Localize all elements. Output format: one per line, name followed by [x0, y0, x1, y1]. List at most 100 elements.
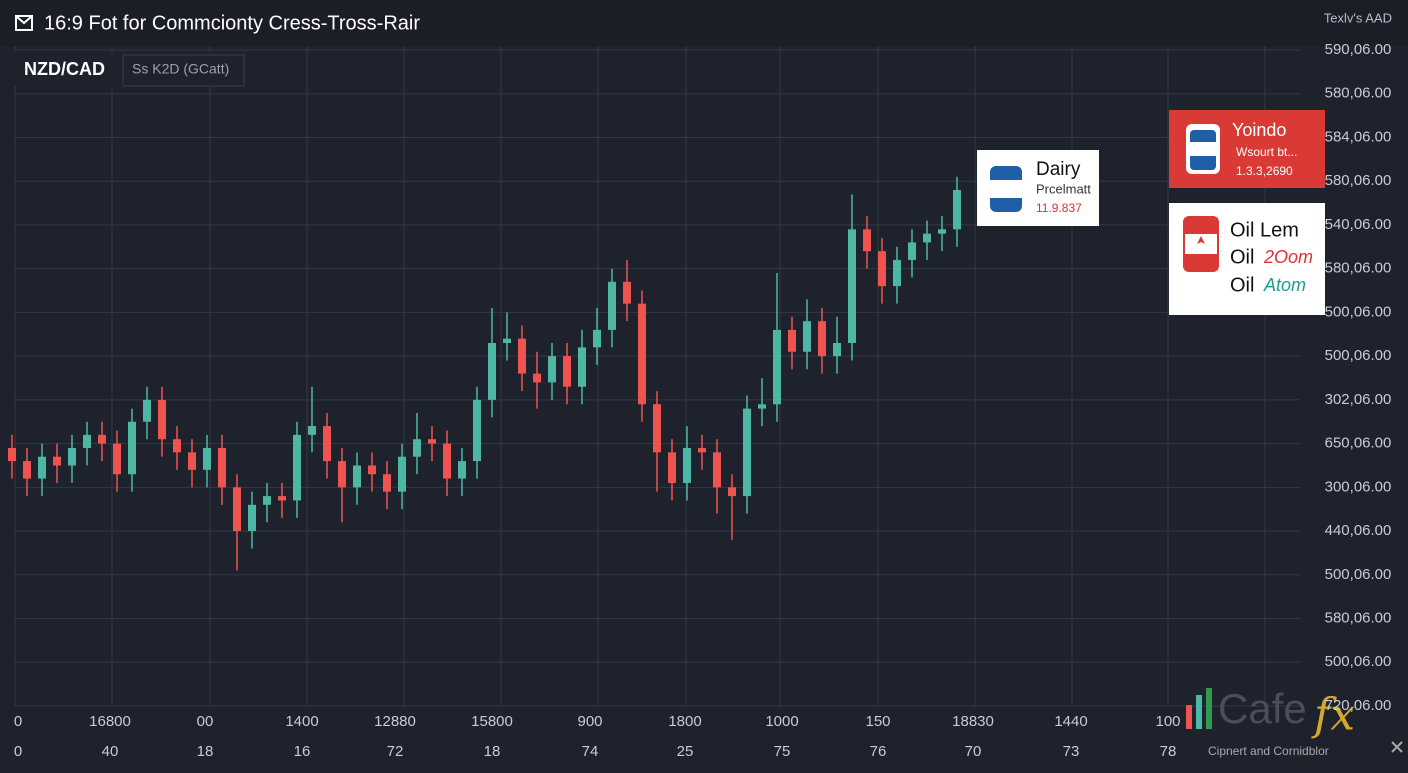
- candle-body: [278, 496, 286, 501]
- candle-body: [773, 329, 781, 405]
- chart-title: 16:9 Fot for Commcionty Cress-Tross-Rair: [44, 12, 420, 34]
- candle-body: [23, 461, 31, 479]
- candle-body: [788, 329, 796, 352]
- x-tick-label: 16: [294, 743, 311, 760]
- oil-line-value: 2Oom: [1263, 247, 1313, 267]
- candle-body: [323, 426, 331, 462]
- candles: [8, 176, 961, 571]
- y-tick-label: 650,06.00: [1325, 435, 1392, 452]
- app-icon: [15, 15, 33, 31]
- candle-body: [833, 343, 841, 357]
- candle-body: [653, 404, 661, 453]
- x-tick-label: 25: [677, 743, 694, 760]
- y-tick-label: 580,06.00: [1325, 172, 1392, 189]
- candle-body: [518, 338, 526, 374]
- card-title: Yoindo: [1232, 120, 1286, 140]
- candle-body: [698, 447, 706, 453]
- candle-body: [188, 452, 196, 470]
- candle-body: [353, 465, 361, 488]
- grid: [14, 46, 1300, 707]
- candle-body: [428, 439, 436, 444]
- oil-line: Oil Lem: [1230, 219, 1299, 241]
- pair-tag: Ss K2D (GCatt): [132, 61, 229, 77]
- x-tick-label: 1400: [285, 713, 318, 730]
- candle-body: [758, 404, 766, 409]
- y-tick-label: 590,06.00: [1325, 41, 1392, 58]
- x-tick-label: 12880: [374, 713, 416, 730]
- candle-body: [893, 259, 901, 287]
- candle-body: [308, 426, 316, 435]
- y-tick-label: 500,06.00: [1325, 303, 1392, 320]
- candle-body: [218, 447, 226, 488]
- x-tick-label: 73: [1063, 743, 1080, 760]
- candle-body: [878, 251, 886, 287]
- candle-body: [413, 439, 421, 457]
- x-tick-label: 18830: [952, 713, 994, 730]
- candle-body: [158, 399, 166, 440]
- y-tick-label: 720,06.00: [1325, 697, 1392, 714]
- candle-body: [398, 456, 406, 492]
- candle-body: [908, 242, 916, 260]
- y-tick-label: 540,06.00: [1325, 216, 1392, 233]
- x-tick-label: 1800: [668, 713, 701, 730]
- pair-box: [14, 52, 246, 86]
- candle-body: [803, 321, 811, 352]
- logo-candle: [1196, 695, 1202, 729]
- x-tick-label: 76: [870, 743, 887, 760]
- candle-body: [488, 343, 496, 400]
- candle-body: [113, 443, 121, 475]
- y-tick-label: 580,06.00: [1325, 260, 1392, 277]
- candle-body: [248, 504, 256, 532]
- x-tick-label: 40: [102, 743, 119, 760]
- y-tick-label: 500,06.00: [1325, 566, 1392, 583]
- x-tick-label: 1440: [1054, 713, 1087, 730]
- candle-body: [443, 443, 451, 479]
- x-tick-label: 100: [1155, 713, 1180, 730]
- candle-body: [383, 474, 391, 492]
- x-tick-label: 0: [14, 743, 22, 760]
- candle-body: [623, 281, 631, 304]
- x-tick-label: 72: [387, 743, 404, 760]
- candle-body: [713, 452, 721, 488]
- logo-text: Cafe: [1218, 685, 1307, 732]
- y-tick-label: 584,06.00: [1325, 128, 1392, 145]
- card-sub: Wsourt bt...: [1236, 145, 1297, 159]
- top-right-label: Texlv's AAD: [1324, 10, 1392, 25]
- candle-body: [263, 496, 271, 505]
- candle-body: [53, 456, 61, 466]
- barrel-band: [1190, 142, 1216, 156]
- x-tick-label: 74: [582, 743, 599, 760]
- candle-body: [83, 434, 91, 448]
- y-tick-label: 500,06.00: [1325, 653, 1392, 670]
- x-tick-label: 75: [774, 743, 791, 760]
- candle-body: [503, 338, 511, 344]
- candle-body: [203, 447, 211, 470]
- candle-body: [173, 439, 181, 453]
- pair-label: NZD/CAD: [24, 59, 105, 79]
- candle-body: [128, 421, 136, 475]
- candle-body: [533, 373, 541, 383]
- candle-body: [458, 461, 466, 479]
- oil-line: Oil: [1230, 274, 1254, 296]
- oil-can-label: [1185, 234, 1217, 254]
- x-tick-label: 15800: [471, 713, 513, 730]
- close-icon[interactable]: [1391, 741, 1403, 753]
- logo-caption: Cipnert and Cornidblor: [1208, 744, 1329, 758]
- top-bar: [0, 0, 1408, 46]
- x-tick-label: 16800: [89, 713, 131, 730]
- candle-body: [818, 321, 826, 357]
- maple-leaf: [1197, 236, 1205, 244]
- candle-body: [293, 434, 301, 501]
- y-tick-label: 500,06.00: [1325, 347, 1392, 364]
- candle-body: [338, 461, 346, 488]
- candle-body: [938, 229, 946, 234]
- candle-body: [608, 281, 616, 330]
- candle-body: [368, 465, 376, 475]
- candle-body: [8, 447, 16, 462]
- candle-body: [473, 399, 481, 462]
- candle-body: [743, 408, 751, 497]
- candle-body: [548, 356, 556, 383]
- x-tick-label: 1000: [765, 713, 798, 730]
- x-tick-label: 78: [1160, 743, 1177, 760]
